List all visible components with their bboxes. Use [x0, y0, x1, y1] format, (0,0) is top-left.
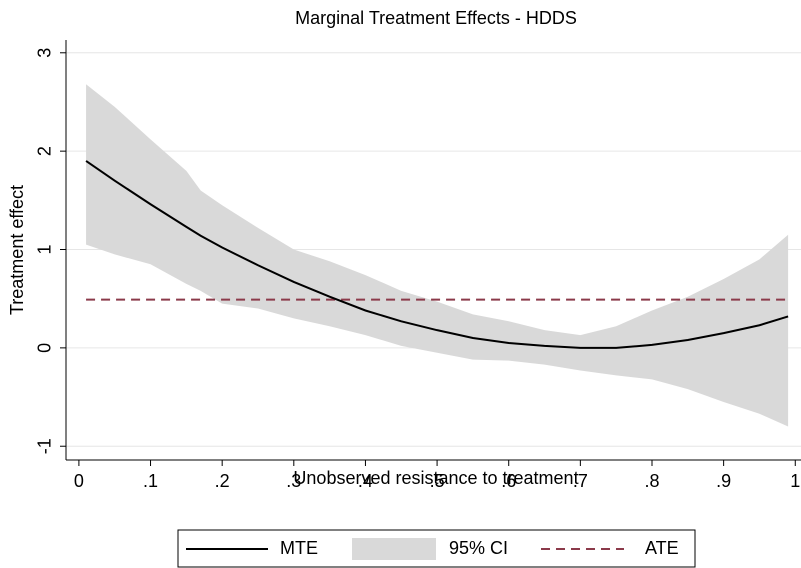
y-tick-label: 0 — [35, 343, 55, 353]
x-tick-label: .7 — [573, 471, 588, 491]
x-tick-label: .2 — [215, 471, 230, 491]
chart-title: Marginal Treatment Effects - HDDS — [295, 8, 577, 28]
x-tick-label: .1 — [143, 471, 158, 491]
plot-area — [66, 52, 801, 447]
legend-swatch — [352, 538, 436, 560]
x-tick-label: .5 — [430, 471, 445, 491]
ci-band — [86, 84, 789, 427]
x-tick-label: 1 — [790, 471, 800, 491]
x-tick-label: .8 — [644, 471, 659, 491]
y-tick-label: 2 — [35, 146, 55, 156]
y-tick-label: -1 — [35, 438, 55, 454]
legend-box — [177, 529, 696, 568]
x-tick-label: 0 — [74, 471, 84, 491]
x-tick-label: .3 — [286, 471, 301, 491]
x-tick-label: .9 — [716, 471, 731, 491]
legend-label: MTE — [280, 538, 318, 558]
x-tick-label: .4 — [358, 471, 373, 491]
y-tick-label: 1 — [35, 245, 55, 255]
y-tick-label: 3 — [35, 48, 55, 58]
legend-label: 95% CI — [449, 538, 508, 558]
y-axis-label: Treatment effect — [7, 185, 27, 315]
x-axis-label: Unobserved resistance to treatment — [293, 468, 578, 488]
mte-line — [85, 160, 789, 349]
x-tick-label: .6 — [501, 471, 516, 491]
legend-label: ATE — [645, 538, 679, 558]
